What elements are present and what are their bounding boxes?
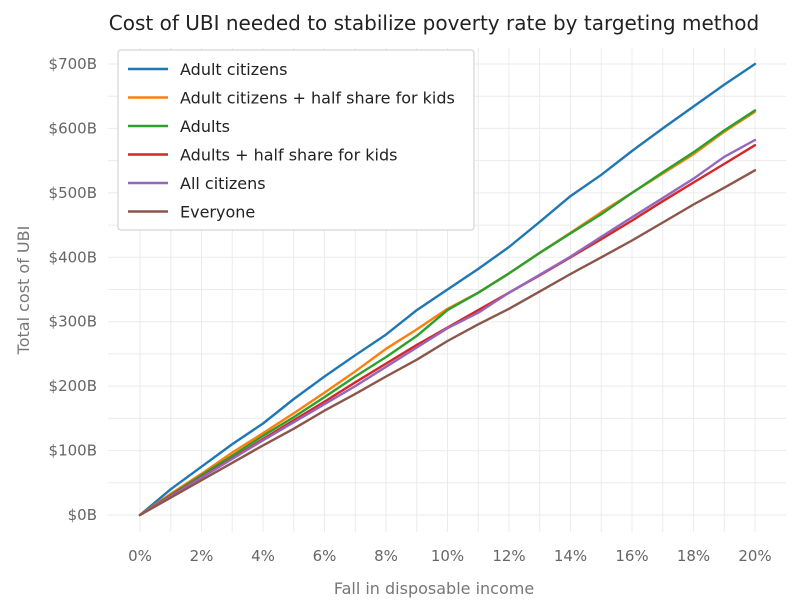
- chart-title: Cost of UBI needed to stabilize poverty …: [109, 11, 759, 35]
- x-tick-label: 14%: [554, 547, 587, 565]
- x-tick-label: 6%: [313, 547, 337, 565]
- x-tick-label: 8%: [374, 547, 398, 565]
- x-tick-label: 12%: [492, 547, 525, 565]
- x-tick-label: 20%: [738, 547, 771, 565]
- y-tick-label: $0B: [68, 506, 97, 524]
- y-axis-label: Total cost of UBI: [14, 226, 33, 356]
- y-tick-label: $400B: [49, 248, 97, 266]
- y-tick-label: $200B: [49, 377, 97, 395]
- y-axis-ticks: $0B $100B $200B $300B $400B $500B $600B $700B: [49, 55, 97, 524]
- series-line-3: [138, 109, 757, 517]
- x-tick-label: 2%: [190, 547, 214, 565]
- x-axis-ticks: 0% 2% 4% 6% 8% 10% 12% 14% 16% 18% 20%: [128, 547, 772, 565]
- legend-label-2: Adult citizens + half share for kids: [180, 89, 455, 108]
- series-lines: [138, 62, 757, 517]
- series-line-5: [138, 138, 757, 517]
- y-tick-label: $500B: [49, 184, 97, 202]
- legend: Adult citizens Adult citizens + half shar…: [117, 49, 475, 231]
- y-tick-label: $300B: [49, 313, 97, 331]
- legend-label-1: Adult citizens: [180, 60, 287, 79]
- series-line-6: [138, 169, 757, 517]
- legend-label-3: Adults: [180, 117, 230, 136]
- legend-label-5: All citizens: [180, 174, 266, 193]
- legend-box: [117, 49, 475, 231]
- y-tick-label: $700B: [49, 55, 97, 73]
- x-tick-label: 10%: [431, 547, 464, 565]
- y-tick-label: $100B: [49, 442, 97, 460]
- legend-label-4: Adults + half share for kids: [180, 146, 397, 165]
- x-tick-label: 16%: [615, 547, 648, 565]
- x-axis-label: Fall in disposable income: [334, 579, 534, 598]
- legend-label-6: Everyone: [180, 203, 255, 222]
- series-line-1: [138, 62, 757, 517]
- x-tick-label: 4%: [251, 547, 275, 565]
- y-tick-label: $600B: [49, 119, 97, 137]
- x-tick-label: 0%: [128, 547, 152, 565]
- x-tick-label: 18%: [677, 547, 710, 565]
